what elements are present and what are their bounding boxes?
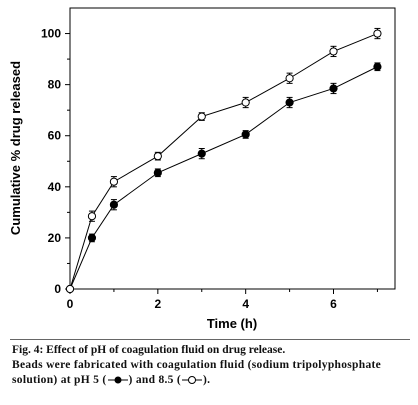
data-point	[87, 212, 97, 221]
y-axis-ticks: 0 20 40 60 80 100	[41, 27, 70, 296]
caption-title: Fig. 4: Effect of pH of coagulation flui…	[12, 344, 286, 356]
x-tick-label: 4	[242, 297, 249, 311]
drug-release-chart: 0 20 40 60 80 100 0 2 4 6 Time (h) Cumulative % …	[8, 7, 396, 331]
data-point	[329, 84, 338, 93]
caption-body: Beads were fabricated with coagulation f…	[12, 359, 381, 386]
y-tick-label: 0	[54, 282, 61, 296]
data-point	[373, 62, 382, 71]
x-tick-label: 2	[154, 297, 161, 311]
data-point	[285, 74, 294, 83]
data-point	[65, 284, 75, 294]
data-point	[285, 98, 294, 107]
x-axis-ticks: 0 2 4 6	[67, 289, 378, 311]
data-point	[109, 177, 119, 186]
series-2	[65, 27, 382, 294]
data-point	[197, 149, 206, 158]
y-tick-label: 60	[48, 129, 62, 143]
y-tick-label: 100	[41, 27, 61, 41]
y-axis-title: Cumulative % drug released	[8, 61, 23, 235]
x-tick-label: 0	[67, 297, 74, 311]
figure-caption: Fig. 4: Effect of pH of coagulation flui…	[12, 343, 412, 388]
x-tick-label: 6	[330, 297, 337, 311]
data-point	[241, 98, 250, 107]
data-point	[197, 112, 206, 121]
data-point	[153, 152, 162, 161]
caption-divider	[10, 339, 410, 340]
data-point	[373, 29, 382, 38]
data-point	[241, 130, 250, 139]
series-layer	[65, 27, 382, 294]
data-point	[329, 47, 338, 56]
caption-body-part2: ) and 8.5 (	[128, 374, 182, 386]
data-point	[153, 168, 162, 177]
plot-area	[69, 7, 396, 290]
caption-body-part3: ).	[203, 374, 211, 386]
y-tick-label: 40	[48, 180, 62, 194]
open-circle-line-symbol-icon	[182, 376, 203, 385]
x-axis-title: Time (h)	[207, 316, 257, 331]
series-line	[69, 33, 378, 290]
y-tick-label: 80	[48, 78, 62, 92]
caption-body-part1: Beads were fabricated with coagulation f…	[12, 359, 382, 386]
y-tick-label: 20	[48, 231, 62, 245]
filled-circle-line-symbol-icon	[107, 376, 128, 384]
series-line	[69, 66, 378, 290]
data-point	[87, 233, 97, 243]
data-point	[109, 200, 119, 209]
